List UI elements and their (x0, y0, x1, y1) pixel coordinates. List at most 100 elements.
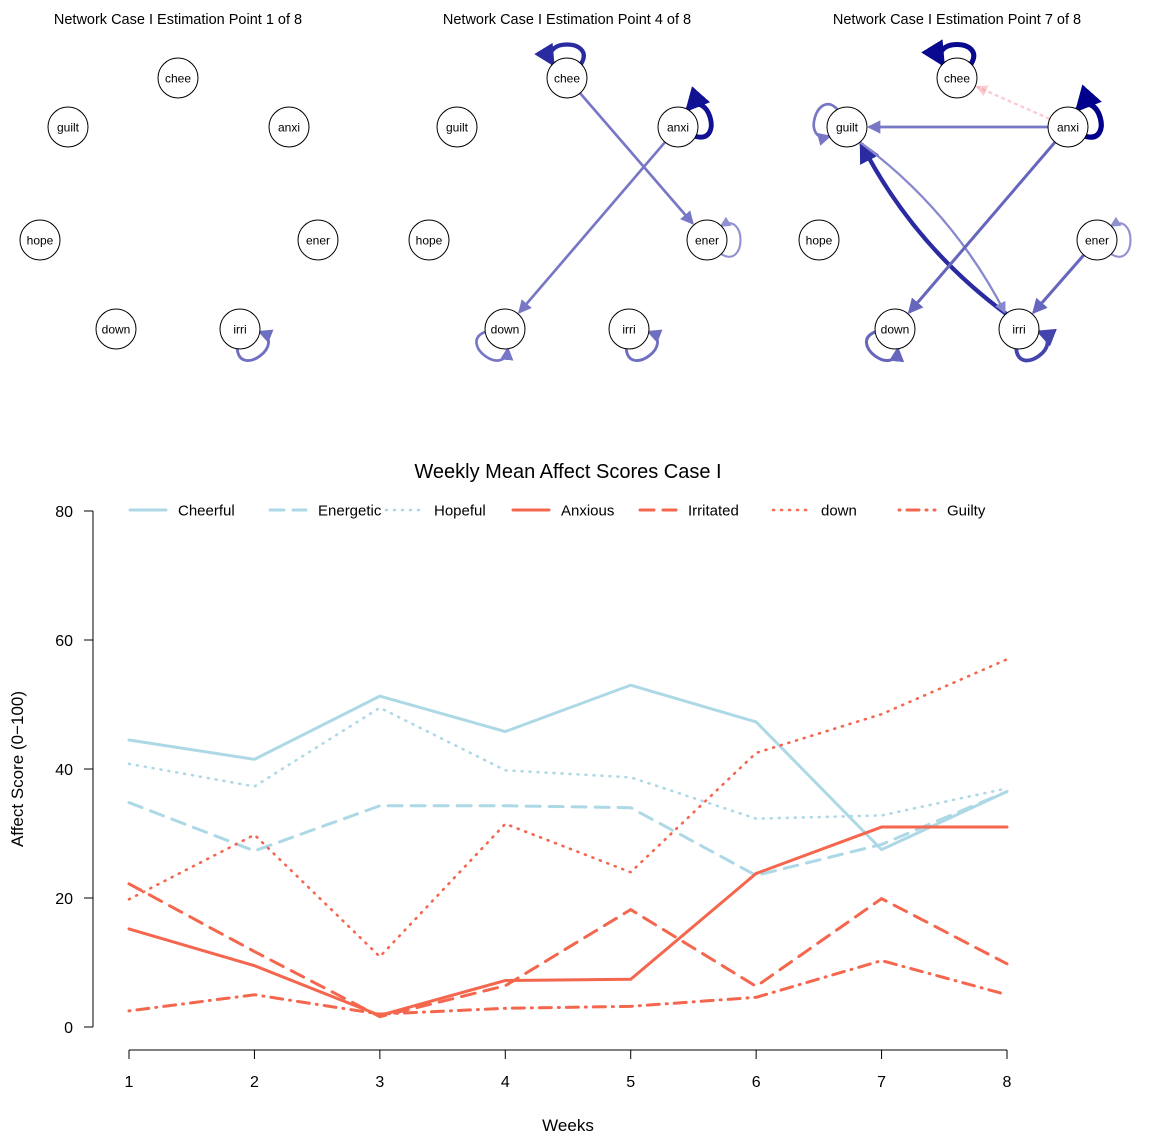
node-irri: irri (608, 308, 650, 350)
edge-chee-to-ener (579, 92, 694, 225)
edge-irri-to-irri (624, 329, 663, 362)
node-label: irri (622, 323, 635, 337)
edge-guilt-to-irri (859, 141, 1006, 314)
series-line-down (127, 658, 1009, 959)
node-label: chee (165, 72, 191, 86)
network-panel-1-nodes: chee guilt anxi hope ener down irri (19, 57, 339, 350)
node-label: guilt (836, 121, 859, 135)
network-panel-3-edges (812, 39, 1132, 363)
edge-anxi-to-down (907, 141, 1057, 315)
node-circle (686, 219, 728, 261)
node-circle (268, 106, 310, 148)
network-panel-3-nodes: chee guilt anxi hope ener down irri (798, 57, 1118, 350)
node-circle (219, 308, 261, 350)
chart-title: Weekly Mean Affect Scores Case I (414, 461, 721, 483)
edge-guilt-to-guilt (812, 102, 839, 146)
edge-down-to-down (865, 330, 905, 363)
x-tick-label: 3 (375, 1074, 384, 1091)
node-hope: hope (798, 219, 840, 261)
node-ener: ener (686, 219, 728, 261)
node-irri: irri (219, 308, 261, 350)
y-tick-label: 60 (55, 633, 73, 650)
node-circle (157, 57, 199, 99)
network-panel-3-title: Network Case I Estimation Point 7 of 8 (833, 12, 1081, 28)
x-tick-label: 1 (125, 1074, 134, 1091)
node-label: guilt (446, 121, 469, 135)
edge-irri-to-guilt (859, 140, 1008, 316)
network-panel-3: Network Case I Estimation Point 7 of 8 c… (798, 12, 1132, 363)
edge-down-to-down (475, 330, 514, 362)
legend-item-energetic: Energetic (268, 503, 382, 520)
node-hope: hope (19, 219, 61, 261)
edge-anxi-to-chee (975, 85, 1051, 120)
network-panel-1-title: Network Case I Estimation Point 1 of 8 (54, 12, 302, 28)
legend-label: Cheerful (178, 503, 235, 520)
node-label: down (491, 323, 520, 337)
edge-ener-to-ener (1109, 216, 1132, 258)
legend: Cheerful Energetic Hopeful Anxious Irritated… (128, 503, 986, 520)
edge-anxi-to-anxi (684, 86, 714, 140)
legend-label: down (821, 503, 857, 520)
legend-label: Guilty (947, 503, 986, 520)
node-label: anxi (667, 121, 689, 135)
node-circle (47, 106, 89, 148)
node-circle (874, 308, 916, 350)
y-axis: 0 20 40 60 80 (55, 504, 94, 1037)
node-label: guilt (57, 121, 80, 135)
node-guilt: guilt (47, 106, 89, 148)
series-line-hopeful (127, 706, 1009, 820)
node-down: down (95, 308, 137, 350)
edge-anxi-to-down (518, 141, 667, 314)
x-tick-label: 2 (250, 1074, 259, 1091)
node-irri: irri (998, 308, 1040, 350)
node-circle (608, 308, 650, 350)
edge-anxi-to-anxi (1074, 84, 1104, 140)
legend-label: Irritated (688, 503, 739, 520)
node-guilt: guilt (826, 106, 868, 148)
network-panel-2-edges (475, 42, 742, 362)
x-tick-label: 8 (1003, 1074, 1012, 1091)
series-line-anxious (127, 825, 1009, 1017)
node-chee: chee (936, 57, 978, 99)
legend-item-cheerful: Cheerful (128, 503, 235, 520)
node-circle (826, 106, 868, 148)
legend-item-down: down (771, 503, 857, 520)
edge-chee-to-chee (921, 39, 977, 68)
node-anxi: anxi (1047, 106, 1089, 148)
legend-label: Hopeful (434, 503, 486, 520)
edge-ener-to-ener (719, 216, 742, 258)
node-circle (798, 219, 840, 261)
node-down: down (874, 308, 916, 350)
node-circle (657, 106, 699, 148)
node-label: chee (944, 72, 970, 86)
legend-item-hopeful: Hopeful (384, 503, 486, 520)
network-panel-2: Network Case I Estimation Point 4 of 8 c… (408, 12, 742, 362)
y-tick-label: 20 (55, 891, 73, 908)
node-guilt: guilt (436, 106, 478, 148)
node-circle (436, 106, 478, 148)
y-tick-label: 0 (64, 1020, 73, 1037)
node-anxi: anxi (268, 106, 310, 148)
network-panel-2-nodes: chee guilt anxi hope ener down irri (408, 57, 728, 350)
node-label: down (881, 323, 910, 337)
x-tick-label: 5 (626, 1074, 635, 1091)
node-label: hope (806, 234, 833, 248)
node-label: irri (233, 323, 246, 337)
series-line-energetic (127, 790, 1009, 878)
node-circle (484, 308, 526, 350)
legend-item-irritated: Irritated (638, 503, 739, 520)
network-panel-1: Network Case I Estimation Point 1 of 8 c… (19, 12, 339, 362)
edge-ener-to-irri (1031, 254, 1085, 315)
y-tick-label: 80 (55, 504, 73, 521)
legend-label: Energetic (318, 503, 382, 520)
node-circle (998, 308, 1040, 350)
node-label: anxi (1057, 121, 1079, 135)
y-tick-label: 40 (55, 762, 73, 779)
node-circle (297, 219, 339, 261)
node-circle (408, 219, 450, 261)
series-line-cheerful (127, 683, 1009, 852)
node-circle (95, 308, 137, 350)
node-anxi: anxi (657, 106, 699, 148)
x-axis: 1 2 3 4 5 6 7 8 (125, 1049, 1012, 1091)
